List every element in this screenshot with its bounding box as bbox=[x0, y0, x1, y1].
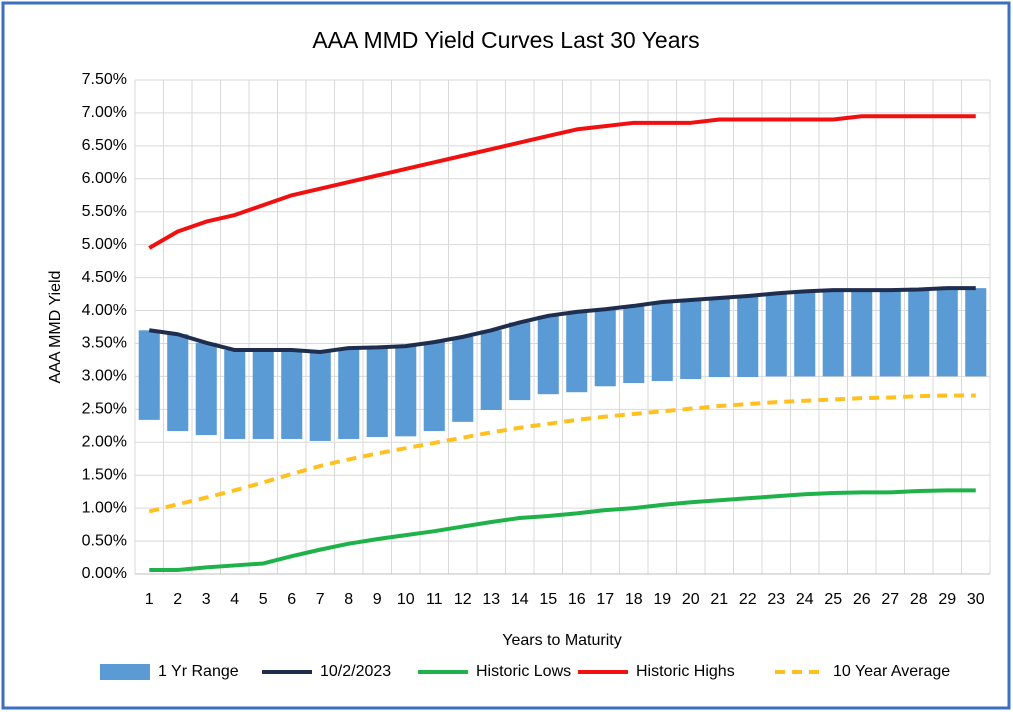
range-bar bbox=[879, 290, 901, 377]
legend-label: Historic Lows bbox=[476, 663, 571, 680]
line bbox=[148, 286, 976, 355]
range-bar bbox=[281, 350, 303, 439]
x-tick-label: 16 bbox=[568, 591, 586, 608]
legend-label: Historic Highs bbox=[636, 663, 735, 680]
legend-label: 10/2/2023 bbox=[320, 663, 391, 680]
range-bar bbox=[224, 350, 246, 439]
range-bar bbox=[423, 342, 445, 432]
x-tick-label: 21 bbox=[710, 591, 728, 608]
range-bar bbox=[765, 293, 787, 377]
range-bar bbox=[822, 290, 844, 377]
range-bar bbox=[623, 305, 645, 383]
x-tick-label: 23 bbox=[767, 591, 785, 608]
x-tick-label: 12 bbox=[454, 591, 472, 608]
range-bar bbox=[138, 330, 160, 420]
line bbox=[149, 488, 976, 573]
x-tick-label: 13 bbox=[482, 591, 500, 608]
x-tick-label: 8 bbox=[344, 591, 353, 608]
range-bar bbox=[594, 309, 616, 387]
y-tick-label: 4.00% bbox=[82, 302, 127, 319]
range-bar bbox=[195, 342, 217, 436]
x-tick-label: 18 bbox=[625, 591, 643, 608]
line bbox=[148, 114, 976, 250]
range-bar bbox=[680, 299, 702, 380]
range-bar bbox=[452, 336, 474, 422]
x-tick-label: 3 bbox=[202, 591, 211, 608]
x-tick-label: 1 bbox=[145, 591, 154, 608]
y-tick-label: 4.50% bbox=[82, 269, 127, 286]
range-bar bbox=[566, 311, 588, 393]
y-tick-label: 1.00% bbox=[82, 499, 127, 516]
line bbox=[148, 393, 976, 514]
x-tick-label: 24 bbox=[796, 591, 814, 608]
range-bar bbox=[537, 315, 559, 395]
range-bar bbox=[395, 346, 417, 437]
range-bar bbox=[509, 322, 531, 401]
x-tick-label: 28 bbox=[910, 591, 928, 608]
y-tick-label: 7.50% bbox=[82, 71, 127, 88]
range-bar bbox=[167, 334, 189, 432]
y-tick-label: 6.00% bbox=[82, 170, 127, 187]
y-tick-label: 3.50% bbox=[82, 335, 127, 352]
x-tick-label: 15 bbox=[539, 591, 557, 608]
y-tick-label: 2.50% bbox=[82, 401, 127, 418]
legend-label: 10 Year Average bbox=[833, 663, 950, 680]
range-bar bbox=[708, 298, 730, 378]
range-bar bbox=[965, 288, 987, 377]
x-tick-label: 27 bbox=[881, 591, 899, 608]
x-tick-label: 11 bbox=[426, 591, 443, 608]
y-tick-label: 7.00% bbox=[82, 104, 127, 121]
range-bar bbox=[252, 350, 274, 439]
x-tick-label: 2 bbox=[173, 591, 182, 608]
x-tick-label: 6 bbox=[287, 591, 296, 608]
x-tick-label: 9 bbox=[373, 591, 382, 608]
x-tick-label: 5 bbox=[259, 591, 268, 608]
x-tick-label: 10 bbox=[397, 591, 415, 608]
x-tick-label: 17 bbox=[596, 591, 614, 608]
x-tick-label: 29 bbox=[938, 591, 956, 608]
range-bar bbox=[480, 330, 502, 410]
x-tick-label: 14 bbox=[511, 591, 529, 608]
legend-label: 1 Yr Range bbox=[158, 663, 239, 680]
range-bar bbox=[737, 296, 759, 378]
y-tick-label: 1.50% bbox=[82, 466, 127, 483]
range-bar bbox=[794, 291, 816, 377]
y-tick-label: 2.00% bbox=[82, 433, 127, 450]
range-bar bbox=[651, 301, 673, 382]
y-tick-label: 5.00% bbox=[82, 236, 127, 253]
range-bar bbox=[851, 290, 873, 377]
y-tick-label: 5.50% bbox=[82, 203, 127, 220]
y-tick-label: 0.50% bbox=[82, 532, 127, 549]
chart-title: AAA MMD Yield Curves Last 30 Years bbox=[312, 27, 699, 53]
x-tick-label: 7 bbox=[316, 591, 325, 608]
legend-swatch bbox=[100, 664, 150, 680]
y-tick-label: 3.00% bbox=[82, 368, 127, 385]
x-tick-label: 4 bbox=[230, 591, 239, 608]
x-tick-label: 20 bbox=[682, 591, 700, 608]
range-bar bbox=[338, 348, 360, 439]
x-tick-label: 25 bbox=[824, 591, 842, 608]
x-tick-label: 30 bbox=[967, 591, 985, 608]
x-tick-label: 22 bbox=[739, 591, 757, 608]
range-bar bbox=[936, 288, 958, 377]
x-tick-label: 19 bbox=[653, 591, 671, 608]
x-tick-label: 26 bbox=[853, 591, 871, 608]
y-axis-label: AAA MMD Yield bbox=[47, 271, 64, 384]
range-bar bbox=[309, 352, 331, 441]
range-bar bbox=[908, 289, 930, 377]
range-bar bbox=[366, 347, 388, 437]
y-tick-label: 0.00% bbox=[82, 565, 127, 582]
y-tick-label: 6.50% bbox=[82, 137, 127, 154]
x-axis-label: Years to Maturity bbox=[502, 632, 621, 649]
